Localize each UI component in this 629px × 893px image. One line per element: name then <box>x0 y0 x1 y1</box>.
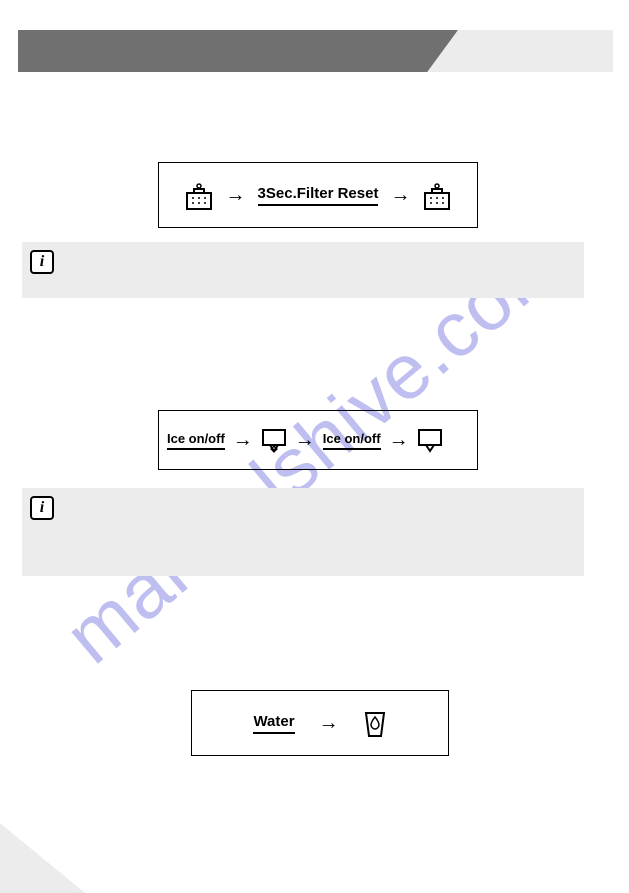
arrow-icon: → <box>319 712 339 735</box>
filter-icon-alert <box>184 181 214 209</box>
header-bar-dark <box>18 30 458 72</box>
info-icon: i <box>30 496 54 520</box>
ice-tray-off-icon <box>417 427 443 453</box>
arrow-icon: → <box>233 429 253 452</box>
info-panel-1: i <box>22 242 584 298</box>
arrow-icon: → <box>295 429 315 452</box>
filter-icon-reset <box>422 181 452 209</box>
water-cup-icon <box>363 709 387 737</box>
footer-decoration <box>0 823 85 893</box>
water-label: Water <box>253 713 294 734</box>
arrow-icon: → <box>390 184 410 207</box>
ice-tray-on-icon <box>261 427 287 453</box>
filter-reset-label: 3Sec.Filter Reset <box>258 185 379 206</box>
arrow-icon: → <box>226 184 246 207</box>
diagram-water: Water → <box>191 690 449 756</box>
arrow-icon: → <box>389 429 409 452</box>
ice-onoff-label-mid: Ice on/off <box>323 431 381 450</box>
info-panel-2: i <box>22 488 584 576</box>
diagram-ice-onoff: Ice on/off → → Ice on/off → <box>158 410 478 470</box>
info-icon: i <box>30 250 54 274</box>
diagram-filter-reset: → 3Sec.Filter Reset → <box>158 162 478 228</box>
ice-onoff-label-left: Ice on/off <box>167 431 225 450</box>
